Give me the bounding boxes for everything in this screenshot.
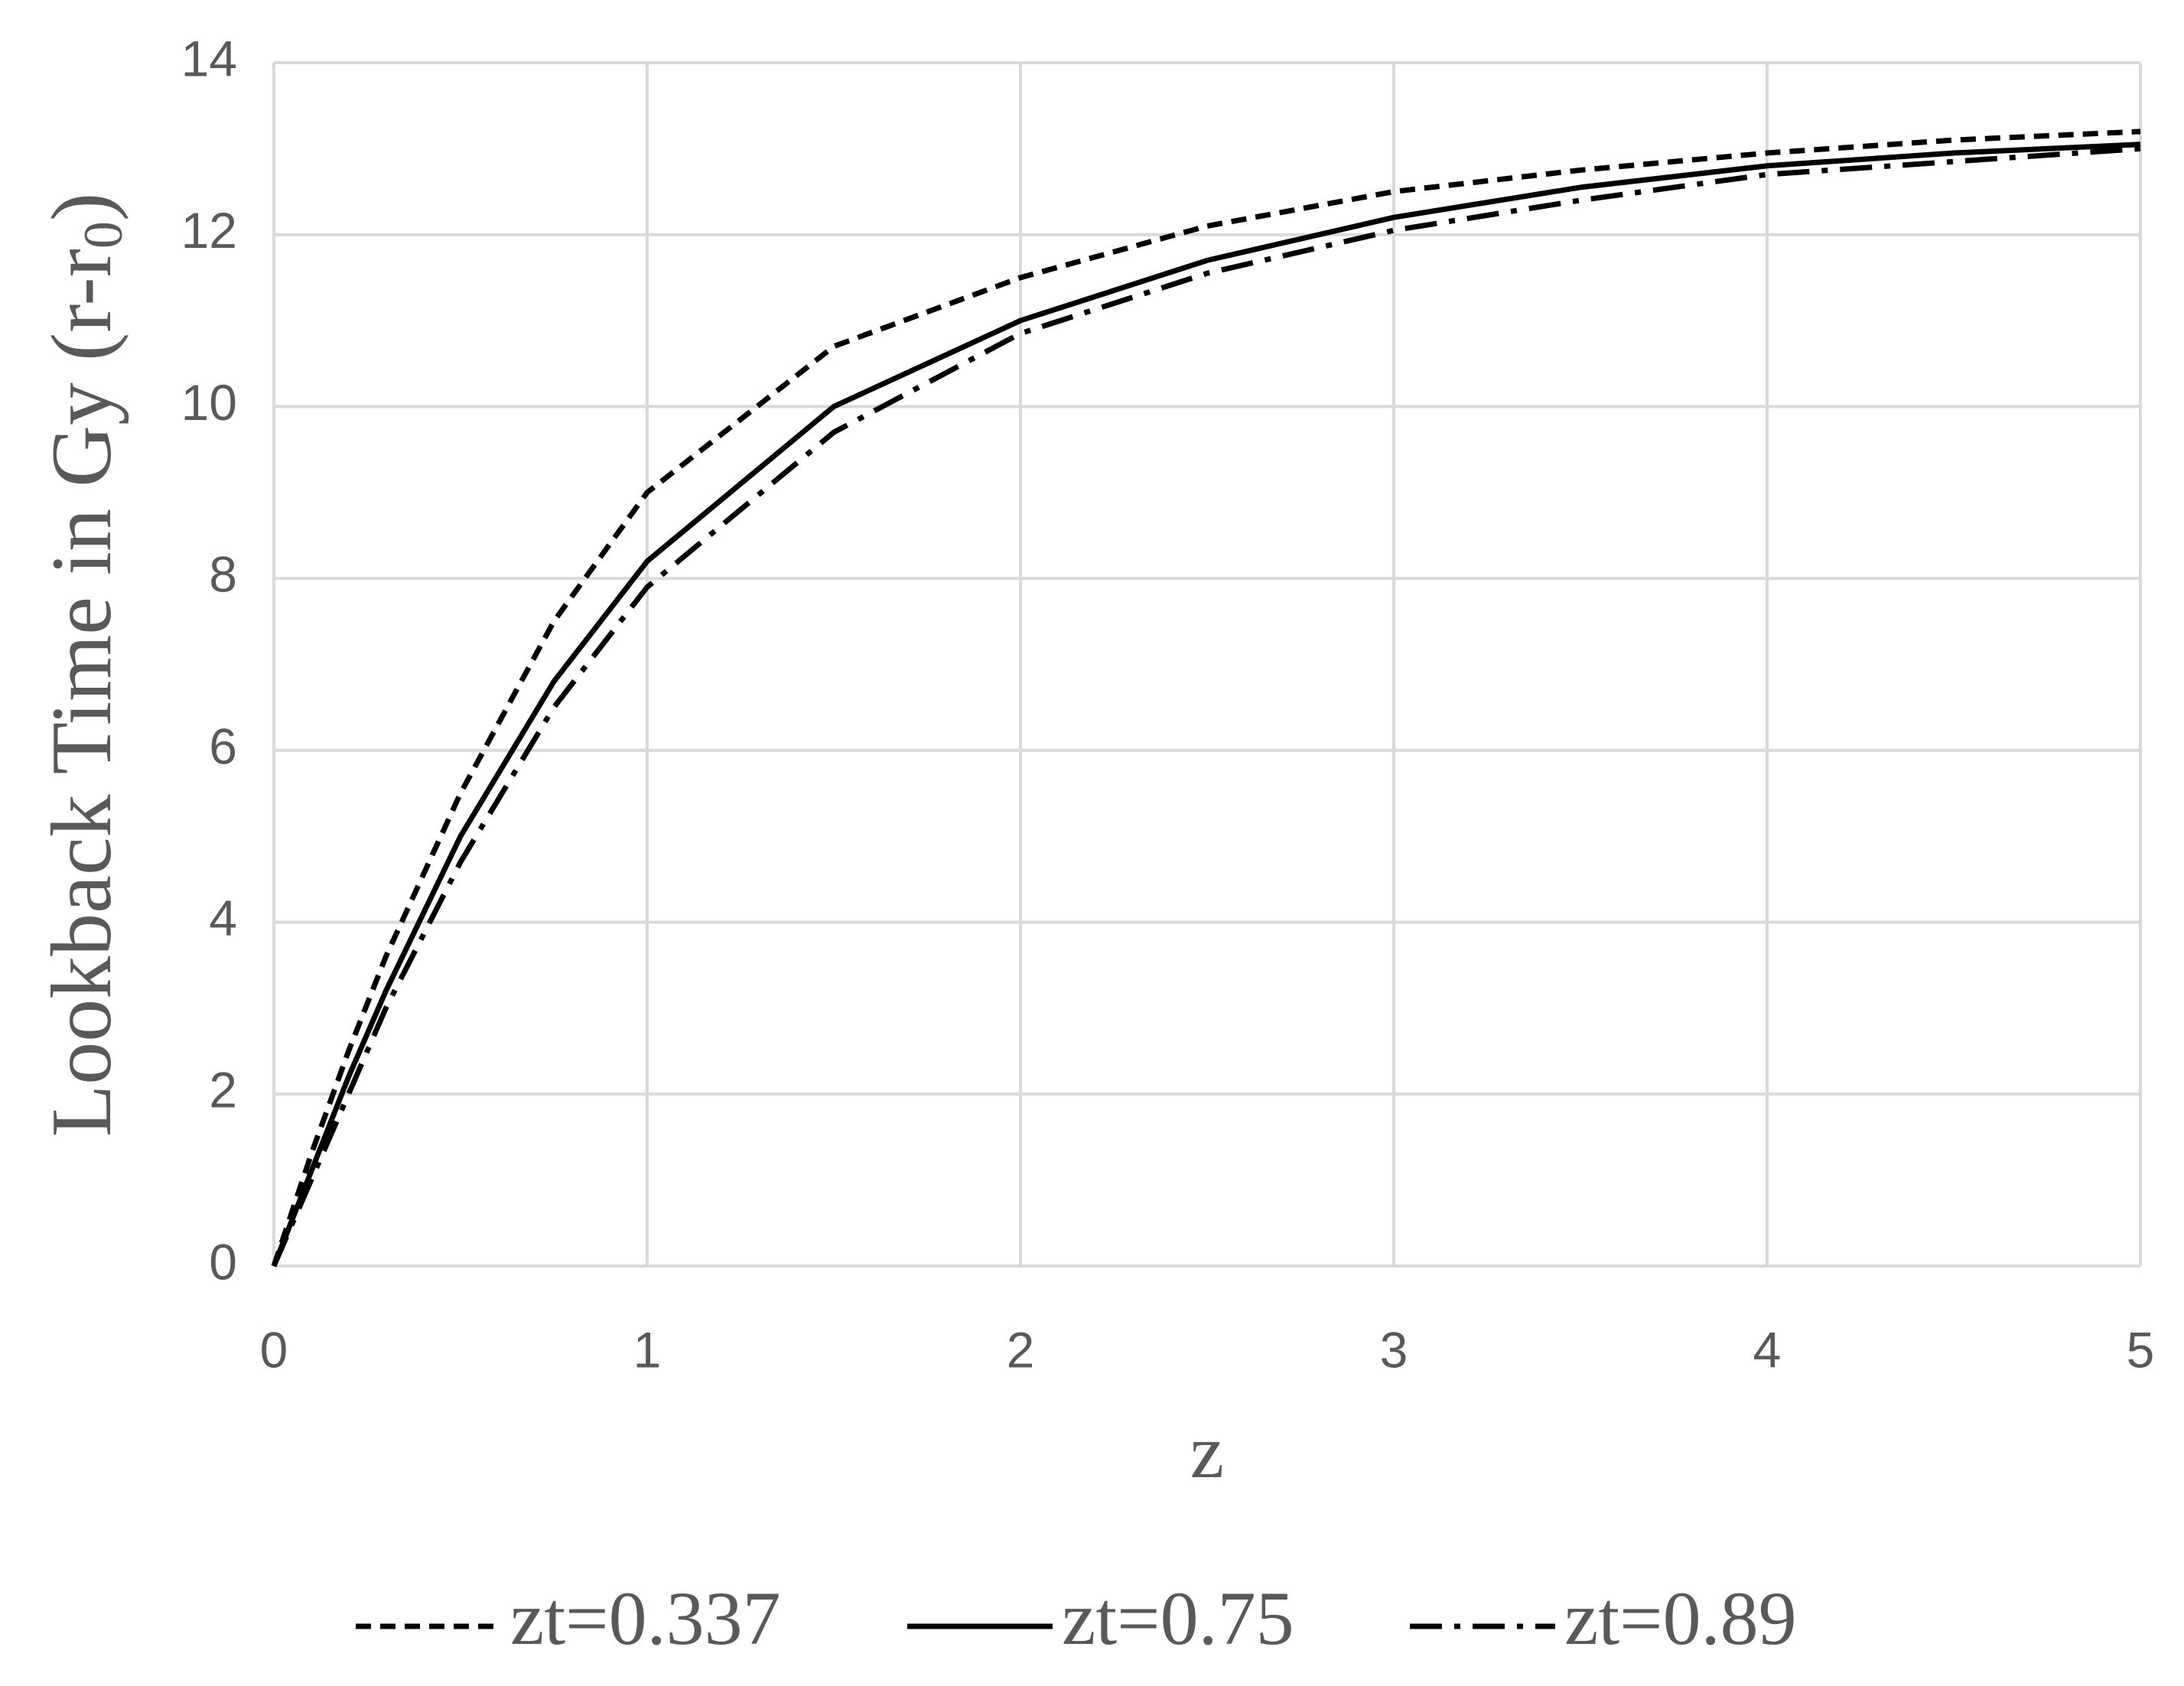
y-label-subscript: 0 (73, 221, 134, 249)
x-tick-label: 1 (633, 1321, 662, 1378)
y-tick-label: 14 (181, 30, 237, 86)
x-axis-label: z (1190, 1409, 1224, 1494)
x-tick-label: 4 (1753, 1321, 1782, 1378)
y-tick-label: 4 (209, 890, 237, 946)
lines (271, 129, 2141, 1268)
y-tick-label: 10 (181, 374, 237, 431)
legend-label: zt=0.89 (1564, 1576, 1797, 1661)
y-tick-label: 0 (209, 1233, 237, 1290)
x-tick-label: 5 (2127, 1321, 2155, 1378)
legend-label: zt=0.75 (1062, 1576, 1294, 1661)
series-line (271, 129, 2141, 1268)
legend: zt=0.337 zt=0.75 zt=0.89 (356, 1576, 1797, 1661)
x-tick-label: 3 (1380, 1321, 1408, 1378)
y-label-suffix: ) (34, 193, 129, 221)
y-tick-label: 2 (209, 1062, 237, 1118)
x-tick-label: 2 (1007, 1321, 1035, 1378)
y-tick-label: 12 (181, 202, 237, 259)
series-line (271, 142, 2141, 1268)
y-label-text: Lookback Time in Gy (r-r (34, 249, 129, 1137)
y-tick-label: 6 (209, 718, 237, 774)
legend-label: zt=0.337 (510, 1576, 781, 1661)
x-tick-label: 0 (260, 1321, 288, 1378)
series-line (271, 145, 2141, 1268)
y-axis-label: Lookback Time in Gy (r-r0) (34, 193, 134, 1137)
y-tick-label: 8 (209, 546, 237, 603)
